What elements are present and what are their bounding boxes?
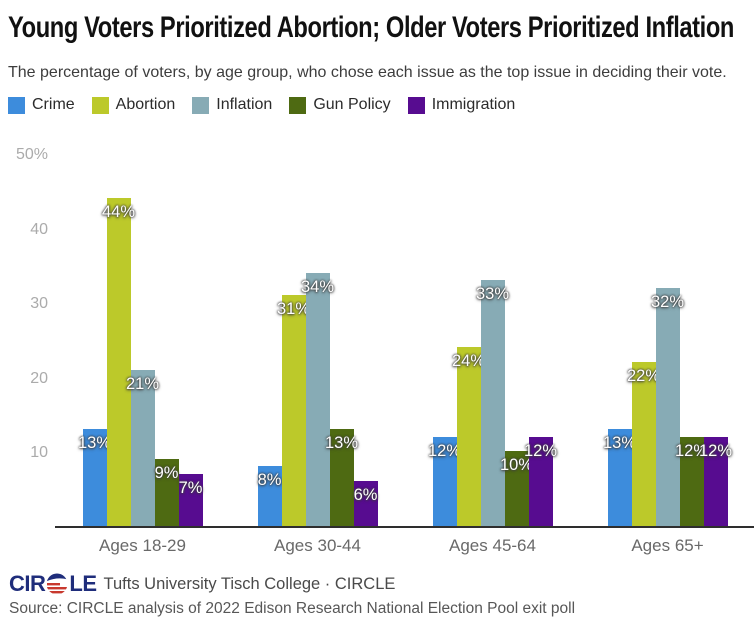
bar-immigration: 12% bbox=[524, 437, 557, 526]
chart-subtitle: The percentage of voters, by age group, … bbox=[8, 64, 727, 81]
legend-swatch bbox=[91, 96, 109, 114]
bar-value-label: 44% bbox=[101, 203, 136, 221]
bar-group: 12% 24% 33% 10% 12% Ages 45-64 bbox=[405, 155, 580, 555]
legend-item-immigration: Immigration bbox=[407, 96, 516, 114]
legend-item-inflation: Inflation bbox=[192, 96, 272, 114]
bar-value-label: 24% bbox=[451, 352, 486, 370]
attribution: Tufts University Tisch College · CIRCLE bbox=[103, 574, 396, 593]
bar-value-label: 12% bbox=[674, 442, 709, 460]
bar-immigration: 7% bbox=[178, 474, 203, 526]
bar-value-label: 6% bbox=[353, 486, 378, 504]
bar-crime: 8% bbox=[257, 466, 282, 526]
bar-crime: 12% bbox=[428, 437, 461, 526]
legend-label: Gun Policy bbox=[313, 96, 391, 113]
bar-value-label: 8% bbox=[257, 471, 282, 489]
bar-inflation: 33% bbox=[476, 280, 509, 526]
bar-value-label: 7% bbox=[178, 479, 203, 497]
legend-label: Abortion bbox=[115, 96, 176, 113]
bar-abortion: 44% bbox=[102, 198, 135, 526]
bar-inflation: 34% bbox=[301, 273, 334, 526]
bar-gun-policy: 12% bbox=[675, 437, 708, 526]
y-axis-tick-label: 20 bbox=[30, 369, 48, 387]
legend-swatch bbox=[8, 96, 25, 114]
bar-value-label: 12% bbox=[427, 442, 462, 460]
bar-inflation: 21% bbox=[126, 370, 159, 526]
plot-area: 13% 44% 21% 9% 7% Ages 18-29 8% 31% 34% 13% 6% Ages… bbox=[55, 155, 754, 555]
bar-value-label: 21% bbox=[125, 375, 160, 393]
bar-group: 13% 22% 32% 12% 12% Ages 65+ bbox=[580, 155, 754, 555]
bar-immigration: 6% bbox=[353, 481, 378, 526]
legend-swatch bbox=[192, 96, 210, 114]
bar-value-label: 31% bbox=[276, 300, 311, 318]
bar-value-label: 32% bbox=[650, 293, 685, 311]
page-title: Young Voters Prioritized Abortion; Older… bbox=[8, 8, 746, 47]
legend-label: Immigration bbox=[431, 96, 516, 113]
circle-logo: CIR LE bbox=[9, 572, 97, 596]
legend-item-gun-policy: Gun Policy bbox=[289, 96, 391, 114]
legend-swatch bbox=[289, 96, 307, 114]
category-label: Ages 65+ bbox=[631, 536, 704, 555]
bar-inflation: 32% bbox=[651, 288, 684, 526]
bar-value-label: 34% bbox=[300, 278, 335, 296]
legend-item-crime: Crime bbox=[8, 96, 75, 114]
chart-title: Young Voters Prioritized Abortion; Older… bbox=[8, 11, 734, 44]
circle-logo-text-left: CIR bbox=[9, 571, 46, 596]
y-axis-tick-label: 50% bbox=[15, 146, 48, 163]
circle-logo-icon bbox=[46, 573, 68, 595]
bar-gun-policy: 9% bbox=[154, 459, 179, 526]
bar-immigration: 12% bbox=[699, 437, 732, 526]
bar-value-label: 12% bbox=[698, 442, 733, 460]
legend: Crime Abortion Inflation Gun Policy Immigrat… bbox=[8, 96, 746, 114]
attribution-row: CIR LE Tufts University Tisch College · … bbox=[9, 572, 746, 596]
bar-value-label: 22% bbox=[626, 367, 661, 385]
bar-value-label: 13% bbox=[324, 434, 359, 452]
category-label: Ages 45-64 bbox=[449, 536, 536, 555]
bar-value-label: 9% bbox=[154, 464, 179, 482]
y-axis-tick-label: 40 bbox=[30, 220, 48, 238]
bar-abortion: 22% bbox=[627, 362, 660, 526]
bar-value-label: 12% bbox=[523, 442, 558, 460]
bar-cluster: 8% 31% 34% 13% 6% bbox=[257, 273, 378, 526]
chart-subtitle-row: The percentage of voters, by age group, … bbox=[8, 63, 746, 83]
footer: CIR LE Tufts University Tisch College · … bbox=[8, 572, 746, 618]
bar-cluster: 12% 24% 33% 10% 12% bbox=[428, 280, 557, 526]
bar-abortion: 24% bbox=[452, 347, 485, 526]
bar-cluster: 13% 22% 32% 12% 12% bbox=[603, 288, 732, 526]
source-line: Source: CIRCLE analysis of 2022 Edison R… bbox=[9, 600, 576, 617]
circle-logo-text-right: LE bbox=[69, 571, 97, 596]
category-label: Ages 18-29 bbox=[99, 536, 186, 555]
bar-abortion: 31% bbox=[277, 295, 310, 526]
bar-crime: 13% bbox=[603, 429, 636, 526]
bar-gun-policy: 13% bbox=[325, 429, 358, 526]
bar-chart: 13% 44% 21% 9% 7% Ages 18-29 8% 31% 34% 13% 6% Ages… bbox=[8, 141, 754, 561]
legend-label: Crime bbox=[32, 96, 75, 113]
bar-value-label: 13% bbox=[77, 434, 112, 452]
y-axis-tick-label: 10 bbox=[30, 444, 48, 461]
legend-swatch bbox=[407, 96, 425, 114]
bar-cluster: 13% 44% 21% 9% 7% bbox=[78, 198, 203, 526]
bar-value-label: 33% bbox=[475, 285, 510, 303]
bar-value-label: 13% bbox=[602, 434, 637, 452]
bar-group: 8% 31% 34% 13% 6% Ages 30-44 bbox=[230, 155, 405, 555]
bar-value-label: 10% bbox=[499, 456, 534, 474]
bar-gun-policy: 10% bbox=[500, 451, 533, 526]
legend-item-abortion: Abortion bbox=[91, 96, 176, 114]
bar-crime: 13% bbox=[78, 429, 111, 526]
legend-label: Inflation bbox=[216, 96, 273, 113]
bar-group: 13% 44% 21% 9% 7% Ages 18-29 bbox=[55, 155, 230, 555]
category-label: Ages 30-44 bbox=[274, 536, 361, 555]
y-axis-tick-label: 30 bbox=[30, 295, 48, 312]
